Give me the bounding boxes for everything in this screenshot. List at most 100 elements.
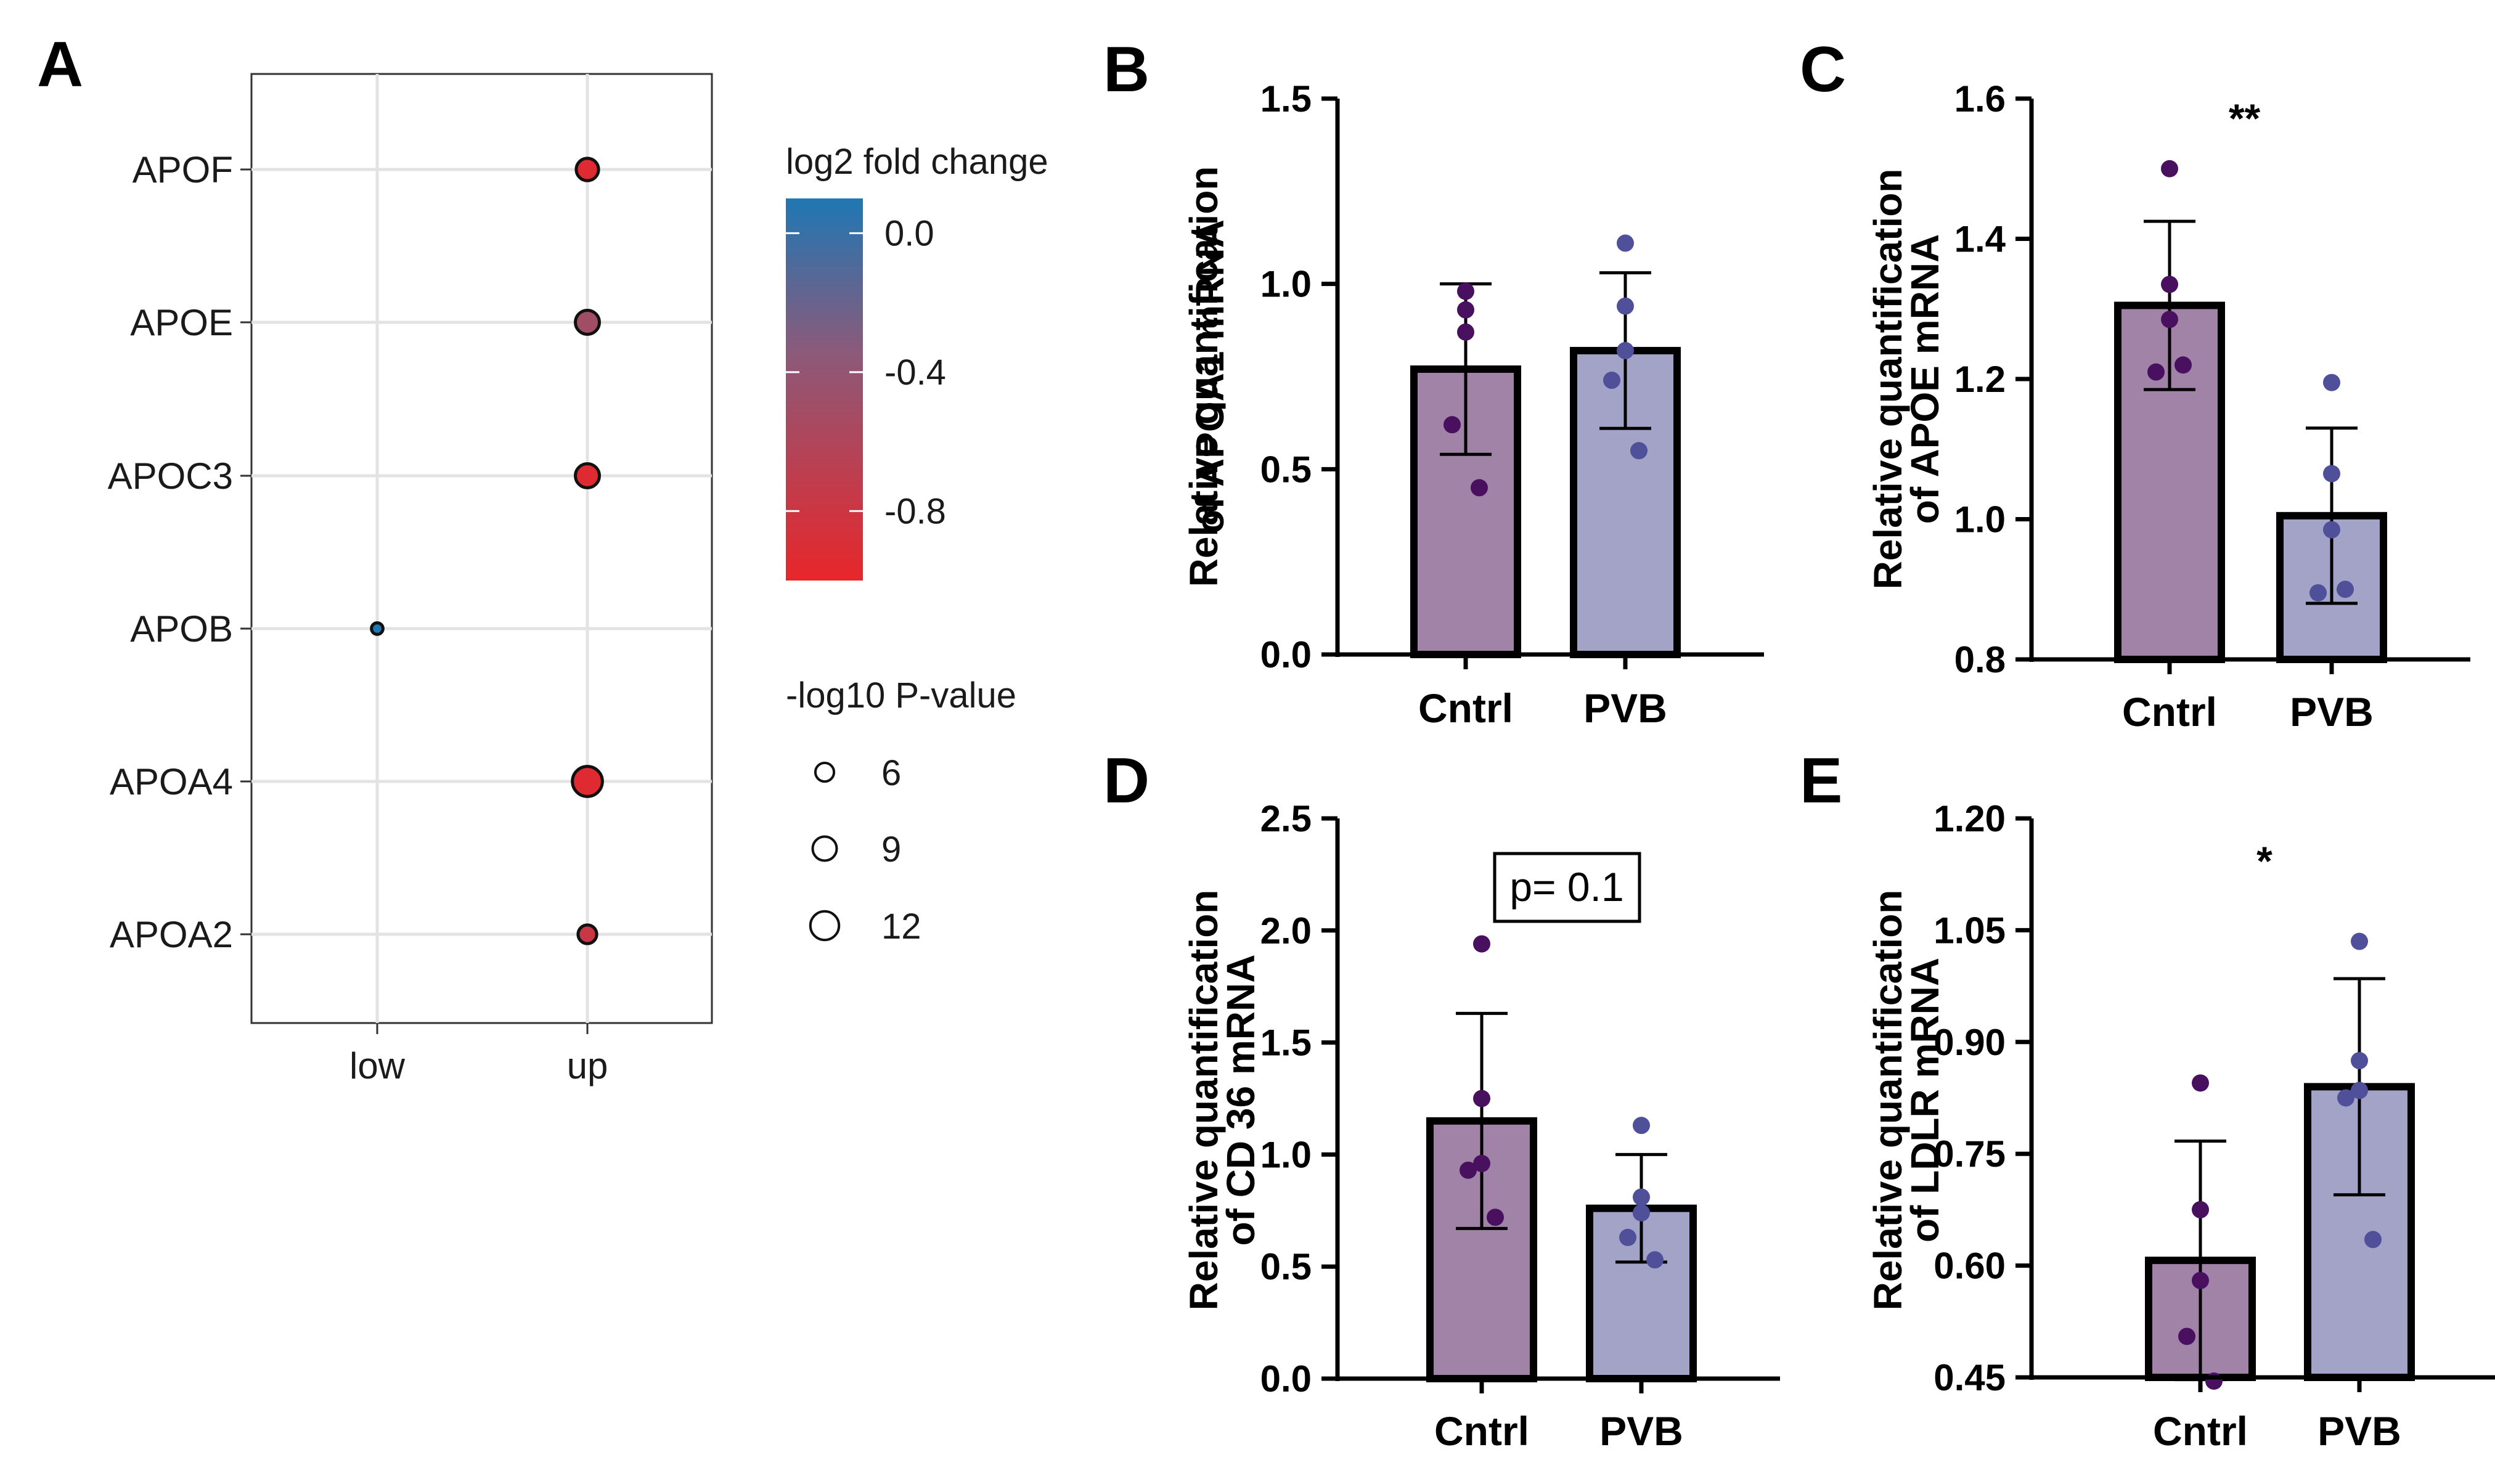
panel-letter: C (1800, 34, 1846, 105)
data-point (1487, 1209, 1504, 1226)
size-legend-title: -log10 P-value (786, 675, 1016, 716)
data-point-apoa2 (576, 923, 598, 945)
color-bar (786, 198, 863, 581)
y-tick-label: 0.75 (1934, 1133, 2006, 1175)
y-axis-label-line: of LDLR mRNA (1903, 958, 1947, 1242)
x-tick-label: low (349, 1045, 406, 1086)
data-point (1457, 301, 1474, 319)
y-tick-label: 0.5 (1260, 449, 1312, 490)
y-tick-label: 0.0 (1260, 634, 1312, 675)
panel-letter: B (1103, 34, 1149, 105)
data-point (1617, 297, 1634, 315)
y-tick-label: 2.5 (1260, 798, 1312, 839)
y-tick-label: 0.45 (1934, 1357, 2006, 1398)
y-tick-label: APOE (130, 302, 233, 343)
data-point (2351, 932, 2368, 950)
data-point (1473, 1090, 1490, 1107)
size-legend-circle (809, 910, 841, 942)
size-legend-label: 6 (881, 753, 901, 793)
y-tick-label: 1.5 (1260, 1022, 1312, 1064)
y-tick-label: 2.0 (1260, 910, 1312, 952)
data-point (1633, 1117, 1650, 1135)
x-tick-label: PVB (1583, 685, 1667, 731)
data-point (1633, 1188, 1650, 1206)
data-point-apoa4 (571, 765, 604, 798)
panel-letter: D (1103, 745, 1149, 817)
data-point (2174, 356, 2192, 374)
y-tick-label: 1.0 (1260, 264, 1312, 305)
data-point (2161, 311, 2178, 328)
y-axis-label-line: of APOA1 mRNA (1188, 219, 1232, 534)
y-tick-label: APOA4 (110, 761, 233, 802)
panel-d: D Cntrl PVB 0.0 0.5 1.0 1.5 2.0 2.5 Relative quan… (1103, 745, 1780, 1454)
data-point (1460, 1161, 1477, 1179)
y-axis-label-line: of CD 36 mRNA (1219, 955, 1263, 1246)
y-tick-label: 0.90 (1934, 1022, 2006, 1063)
data-point (2205, 1372, 2223, 1390)
data-point (1457, 282, 1474, 300)
y-tick-label: APOC3 (108, 455, 233, 497)
panel-e: E Cntrl PVB 0.45 0.60 0.75 0.90 1.05 1.20 Relativ… (1800, 745, 2495, 1454)
data-point (2337, 581, 2354, 598)
x-tick-label: Cntrl (1434, 1408, 1529, 1454)
panel-letter: E (1800, 745, 1842, 817)
y-axis-label-line: Relative quantification (1866, 890, 1910, 1311)
y-tick-label: 1.6 (1954, 78, 2006, 120)
color-legend-label: -0.4 (884, 353, 946, 393)
data-point (1457, 323, 1474, 341)
data-point (2323, 465, 2340, 483)
panel-a: A APOF APOE APOC3 APOB APOA4 APOA2 low up log2 fo… (37, 29, 1048, 1086)
data-point (2161, 160, 2178, 177)
x-tick-label: Cntrl (2122, 689, 2217, 735)
data-point (1619, 1228, 1636, 1246)
data-point-apob (370, 621, 385, 636)
p-value-label: p= 0.1 (1509, 864, 1623, 910)
y-tick-label: 0.60 (1934, 1246, 2006, 1287)
significance-label: * (2256, 838, 2272, 884)
size-legend-circle (814, 761, 836, 783)
data-point (1473, 1154, 1490, 1172)
color-legend-label: 0.0 (884, 213, 934, 253)
y-axis-label-line: of APOE mRNA (1903, 234, 1947, 524)
y-tick-label: 0.5 (1260, 1246, 1312, 1287)
significance-label: ** (2229, 96, 2261, 141)
x-tick-label: PVB (2290, 689, 2374, 735)
y-tick-label: APOF (133, 149, 233, 190)
data-point (2351, 1082, 2368, 1099)
plot-frame (250, 73, 713, 1024)
y-tick-label: 1.4 (1954, 219, 2006, 260)
data-point (2161, 275, 2178, 293)
y-tick-label: 1.20 (1934, 798, 2006, 839)
data-point (1617, 234, 1634, 252)
y-tick-label: 1.2 (1954, 359, 2006, 400)
panel-letter: A (37, 29, 83, 100)
x-tick-label: Cntrl (2153, 1408, 2248, 1454)
data-point (1633, 1204, 1650, 1221)
data-point (1471, 479, 1488, 497)
y-tick-label: 1.05 (1934, 910, 2006, 951)
data-point (2192, 1201, 2209, 1218)
data-point (1444, 416, 1461, 434)
y-tick-label: APOB (130, 608, 233, 650)
x-tick-label: Cntrl (1418, 685, 1513, 731)
color-legend-title: log2 fold change (786, 142, 1048, 182)
size-legend-label: 9 (881, 830, 901, 870)
data-point (2192, 1271, 2209, 1289)
data-point (2337, 1089, 2354, 1107)
y-tick-label: APOA2 (110, 914, 233, 955)
data-point (2309, 584, 2327, 601)
y-axis-label-line: Relative quantification (1182, 166, 1226, 587)
data-point (2192, 1074, 2209, 1092)
data-point (2323, 373, 2340, 391)
data-point-apoe (574, 309, 601, 336)
y-axis-label-line: Relative quantification (1866, 169, 1910, 590)
x-tick-label: PVB (1599, 1408, 1683, 1454)
y-tick-label: 1.0 (1260, 1134, 1312, 1175)
panel-b: B Cntrl PVB 0.0 0.5 1.0 1.5 Relative quantifica… (1103, 34, 1764, 731)
data-point-apoc3 (574, 462, 601, 489)
